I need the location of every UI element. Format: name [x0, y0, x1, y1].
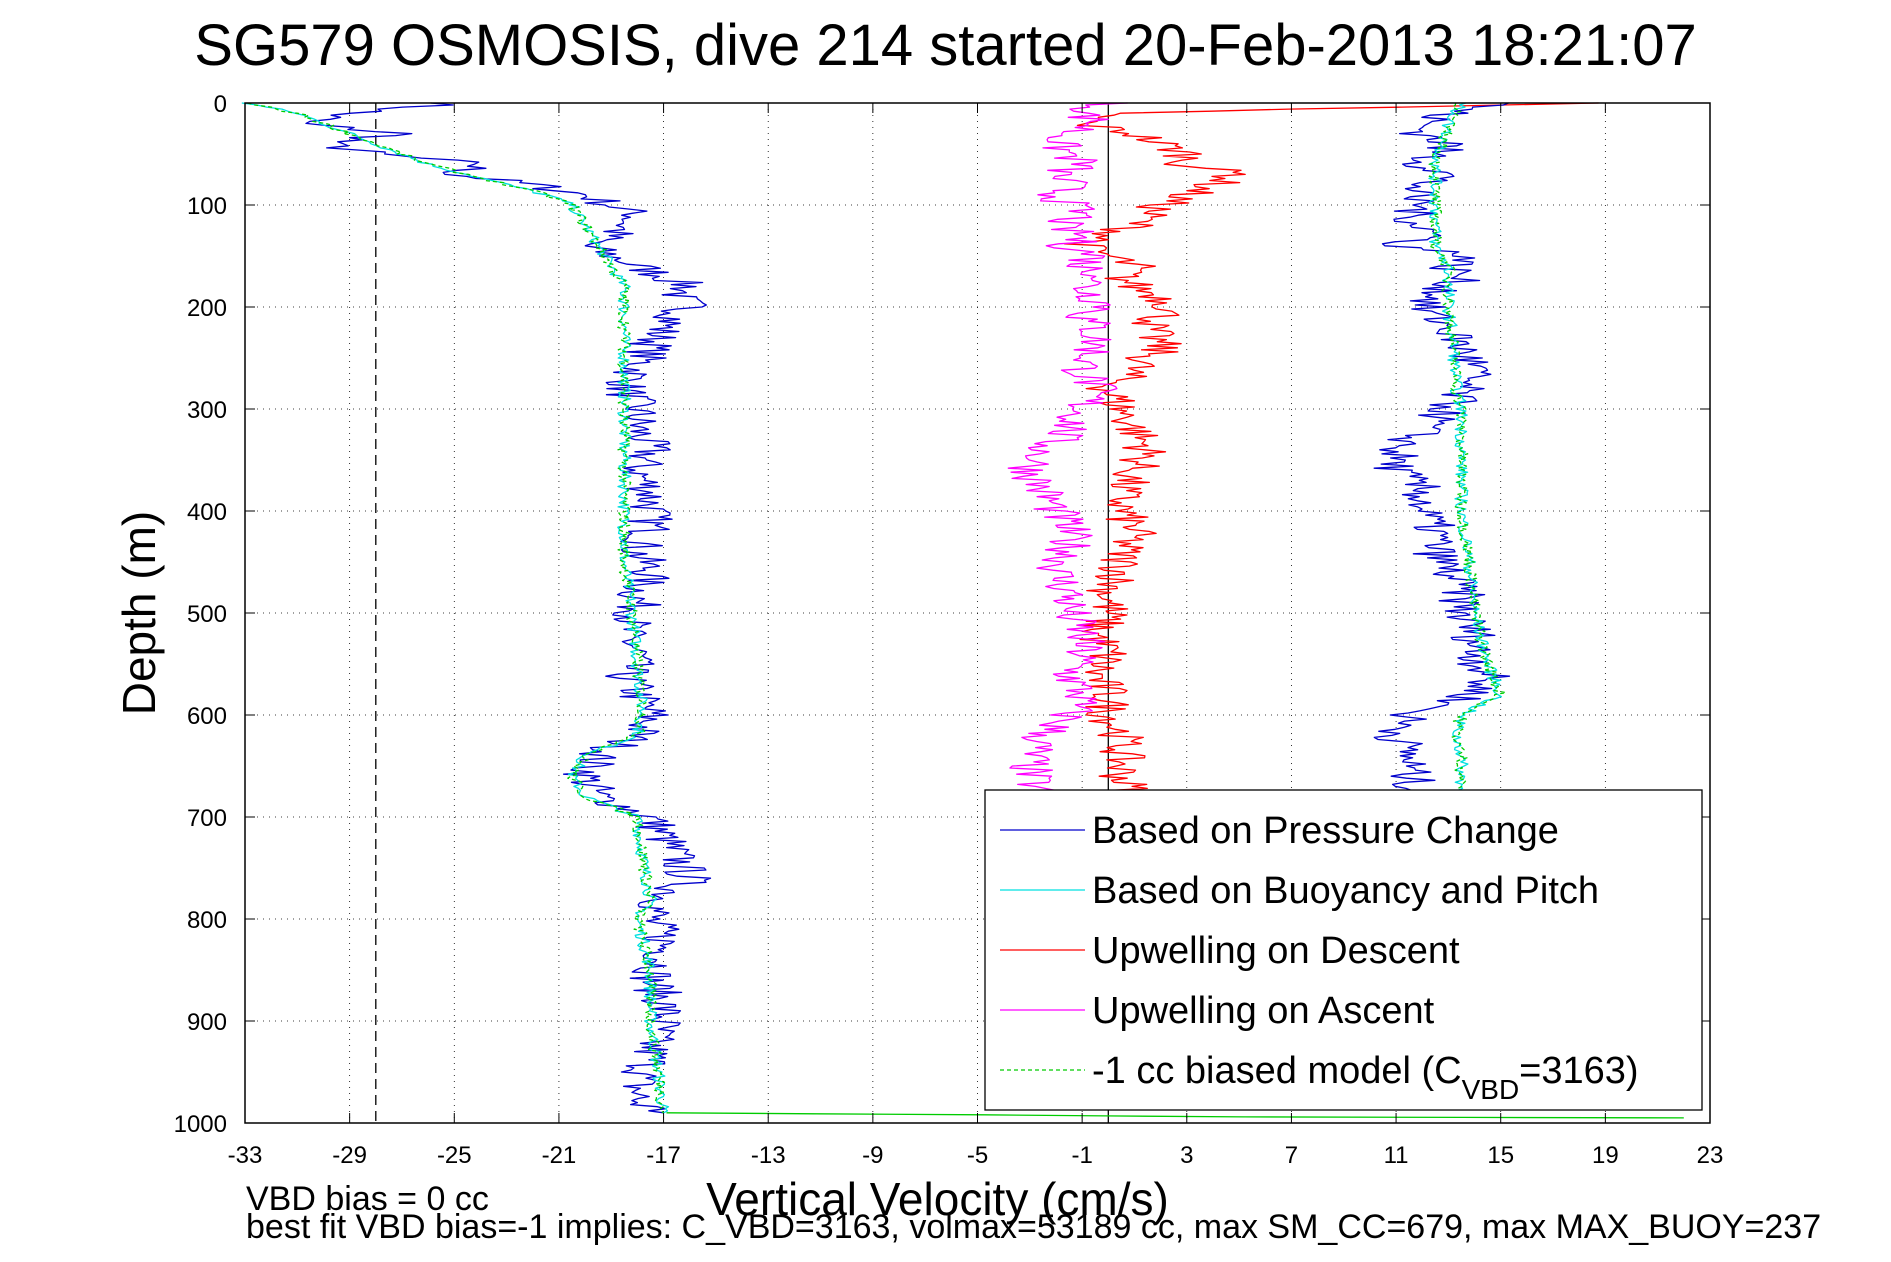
vbd-bias-note: VBD bias = 0 cc: [246, 1180, 489, 1218]
x-tick-label: 19: [1592, 1142, 1619, 1169]
series-line-based-on-pressure-change: [305, 102, 712, 1114]
legend-label: Upwelling on Descent: [1092, 930, 1460, 972]
x-tick-label: -25: [437, 1142, 472, 1169]
legend-label-subscript: VBD: [1462, 1074, 1520, 1105]
chart-title: SG579 OSMOSIS, dive 214 started 20-Feb-2…: [194, 13, 1697, 78]
y-tick-label: 800: [187, 907, 227, 934]
series-line-based-on-buoyancy-and-pitch: [241, 102, 670, 1114]
axis-ticks: -33 -29 -25 -21 -17 -13 -9 -5 -1 3 7 11 15 19 23010020…: [174, 91, 1724, 1169]
y-tick-label: 1000: [174, 1111, 227, 1138]
legend-label-text: -1 cc biased model (C: [1092, 1050, 1462, 1092]
x-tick-label: -17: [646, 1142, 681, 1169]
legend-label: Upwelling on Ascent: [1092, 990, 1435, 1032]
x-tick-label: 3: [1180, 1142, 1193, 1169]
y-tick-label: 500: [187, 601, 227, 628]
series-line-segment-5: [1373, 102, 1511, 798]
x-tick-label: -29: [332, 1142, 367, 1169]
series-line-upwelling-on-descent: [1063, 102, 1599, 808]
x-axis-label: Vertical Velocity (cm/s): [706, 1173, 1169, 1225]
x-tick-label: -5: [967, 1142, 988, 1169]
legend-label: Based on Buoyancy and Pitch: [1092, 870, 1599, 912]
x-tick-label: -33: [228, 1142, 263, 1169]
y-tick-label: 700: [187, 805, 227, 832]
x-tick-label: 7: [1285, 1142, 1298, 1169]
series-line-upwelling-on-ascent: [1007, 102, 1128, 808]
x-tick-label: 11: [1384, 1142, 1409, 1169]
y-tick-label: 600: [187, 703, 227, 730]
x-tick-label: -1: [1071, 1142, 1092, 1169]
y-tick-label: 200: [187, 295, 227, 322]
legend-label: -1 cc biased model (CVBD=3163): [1092, 1050, 1639, 1105]
x-tick-label: 23: [1697, 1142, 1724, 1169]
legend: Based on Pressure Change Based on Buoyanc…: [984, 789, 1703, 1111]
series-line-1-cc-biased-model-c-vbd-3163: [247, 102, 666, 1114]
legend-label-tail: =3163): [1519, 1050, 1638, 1092]
y-axis-label: Depth (m): [113, 511, 165, 715]
x-tick-label: -13: [751, 1142, 786, 1169]
legend-box: [984, 789, 1703, 1111]
legend-label-text: Upwelling on Descent: [1092, 930, 1460, 972]
legend-label-text: Based on Buoyancy and Pitch: [1092, 870, 1599, 912]
y-tick-label: 400: [187, 499, 227, 526]
y-tick-label: 0: [214, 91, 227, 118]
legend-label-text: Upwelling on Ascent: [1092, 990, 1435, 1032]
y-tick-label: 300: [187, 397, 227, 424]
series-line-segment-8: [666, 1112, 1684, 1119]
best-fit-note: best fit VBD bias=-1 implies: C_VBD=3163…: [246, 1208, 1822, 1246]
series-lines: [241, 102, 1684, 1119]
grid: [244, 102, 1711, 1124]
x-tick-label: -21: [542, 1142, 577, 1169]
x-tick-label: 15: [1487, 1142, 1514, 1169]
legend-label-text: Based on Pressure Change: [1092, 810, 1559, 852]
legend-label: Based on Pressure Change: [1092, 810, 1559, 852]
y-tick-label: 900: [187, 1009, 227, 1036]
y-tick-label: 100: [187, 193, 227, 220]
x-tick-label: -9: [862, 1142, 883, 1169]
